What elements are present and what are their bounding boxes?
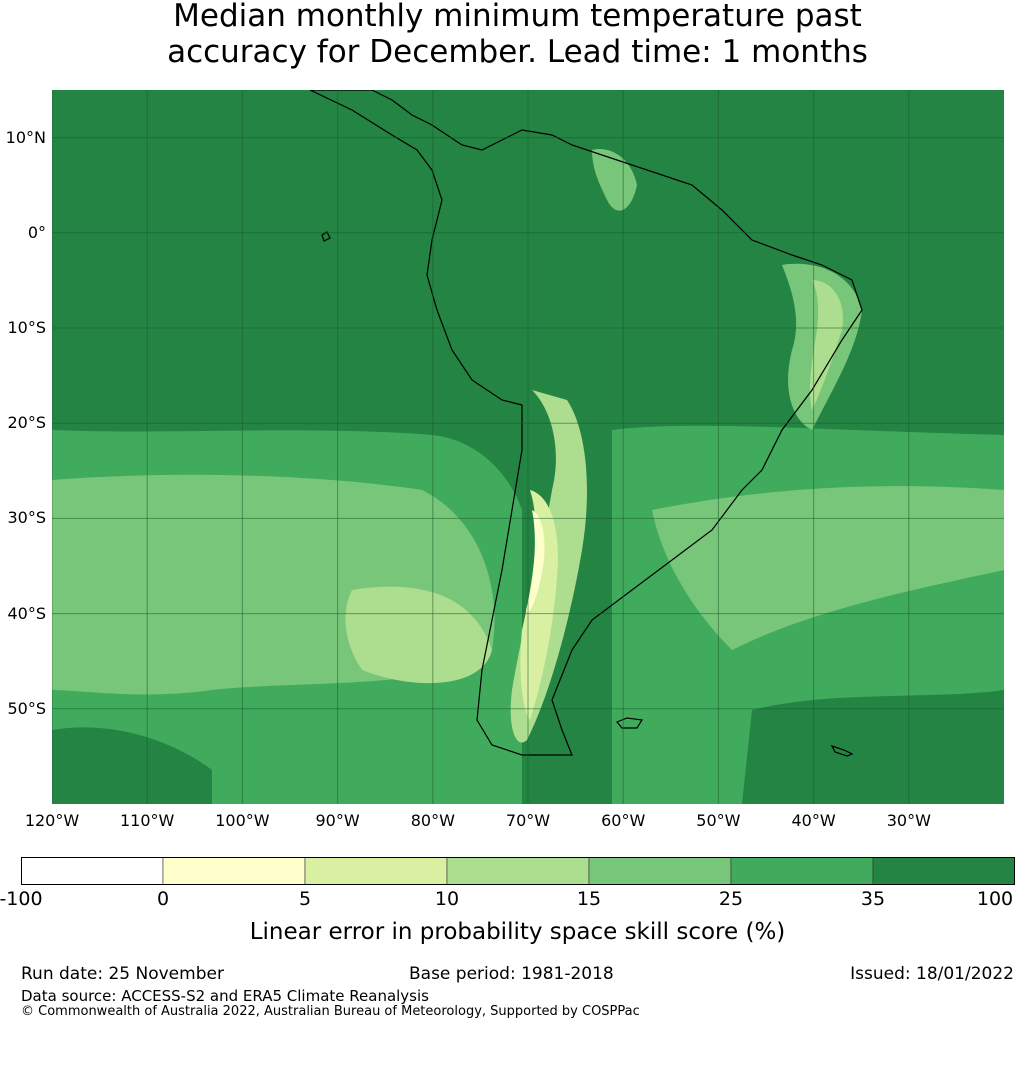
colorbar-tick-label: 0 <box>156 888 170 910</box>
latitude-label: 20°S <box>7 413 46 433</box>
base-period: Base period: 1981-2018 <box>409 964 614 984</box>
latitude-label: 10°S <box>7 318 46 337</box>
skill-band-10-15-brazil <box>809 280 843 410</box>
colorbar-swatch <box>446 857 590 885</box>
graticule <box>52 90 1004 804</box>
skill-score-map <box>52 90 1004 804</box>
latitude-label: 50°S <box>7 698 46 718</box>
longitude-label: 30°W <box>886 811 931 830</box>
data-source: Data source: ACCESS-S2 and ERA5 Climate … <box>21 987 429 1005</box>
latitude-label: 10°N <box>5 127 46 147</box>
latitude-label: 0° <box>27 222 46 242</box>
longitude-label: 100°W <box>215 811 270 830</box>
colorbar-tick-label: -100 <box>0 888 43 910</box>
copyright: © Commonwealth of Australia 2022, Austra… <box>21 1004 640 1019</box>
skill-band-35-100-south-west <box>52 727 212 804</box>
colorbar-tick-label: 25 <box>718 888 744 910</box>
latitude-label: 40°S <box>7 603 46 623</box>
coastline <box>309 90 863 756</box>
colorbar-tick-label: 15 <box>576 888 602 910</box>
map-title-line-2: accuracy for December. Lead time: 1 mont… <box>167 34 868 70</box>
skill-band-0-5-andes <box>526 510 545 612</box>
colorbar-tick-label: 100 <box>976 888 1014 910</box>
colorbar-swatch <box>21 857 164 885</box>
longitude-label: 40°W <box>791 811 836 830</box>
colorbar-swatch <box>588 857 732 885</box>
longitude-label: 110°W <box>120 811 175 830</box>
skill-band-15-25-guiana <box>592 149 637 211</box>
run-date: Run date: 25 November <box>21 964 224 984</box>
colorbar-tick-label: 5 <box>298 888 312 910</box>
issued-date: Issued: 18/01/2022 <box>850 964 1014 984</box>
south-georgia-island <box>830 744 854 757</box>
skill-band-5-10-andes <box>520 490 558 720</box>
colorbar-swatch <box>730 857 874 885</box>
colorbar-swatch <box>162 857 306 885</box>
skill-band-15-25-atlantic <box>652 486 1004 650</box>
longitude-label: 50°W <box>696 811 741 830</box>
colorbar <box>21 857 1015 885</box>
colorbar-tick-label: 10 <box>434 888 460 910</box>
colorbar-tick-label: 35 <box>860 888 886 910</box>
falkland-islands <box>616 717 644 729</box>
colorbar-swatch <box>304 857 448 885</box>
map-title-line-1: Median monthly minimum temperature past <box>173 0 862 34</box>
longitude-label: 70°W <box>505 811 551 830</box>
colorbar-swatch <box>872 857 1015 885</box>
longitude-label: 80°W <box>410 811 455 830</box>
colorbar-label: Linear error in probability space skill … <box>249 919 786 945</box>
skill-band-10-15-pacific <box>345 586 492 684</box>
skill-band-35-100-south-east <box>742 690 1004 804</box>
longitude-label: 120°W <box>24 811 80 830</box>
longitude-label: 90°W <box>315 811 360 830</box>
longitude-label: 60°W <box>601 811 646 830</box>
latitude-label: 30°S <box>7 508 46 528</box>
